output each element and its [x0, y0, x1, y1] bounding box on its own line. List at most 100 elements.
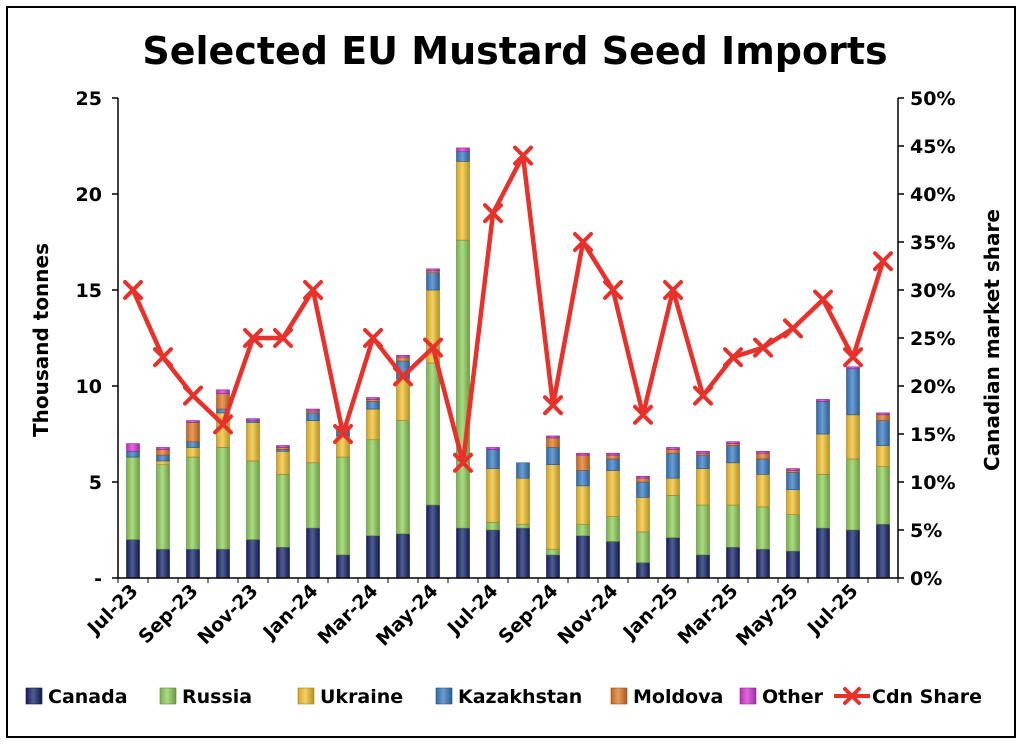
- bar-segment-russia: [186, 456, 200, 550]
- legend-label: Moldova: [633, 686, 723, 708]
- cdn-share-marker: [753, 337, 773, 358]
- bar-segment-russia: [666, 495, 680, 538]
- bar-segment-canada: [696, 554, 710, 579]
- x-tick-label: Jan-25: [618, 580, 683, 645]
- y2-tick-label: 5%: [910, 520, 942, 542]
- bar-segment-kazakhstan: [696, 454, 710, 469]
- bar-segment-canada: [606, 541, 620, 579]
- bar-segment-other: [846, 366, 860, 370]
- bar-segment-canada: [666, 537, 680, 579]
- bar-segment-kazakhstan: [876, 420, 890, 446]
- bar-segment-kazakhstan: [516, 462, 530, 479]
- bar-segment-russia: [726, 504, 740, 548]
- bar-segment-canada: [396, 533, 410, 579]
- y2-tick-label: 10%: [910, 472, 955, 494]
- legend-label: Other: [762, 686, 824, 708]
- y-tick-label: 5: [89, 472, 102, 494]
- y-tick-label: 15: [76, 280, 102, 302]
- bar-segment-kazakhstan: [126, 450, 140, 458]
- cdn-share-line: [123, 145, 893, 473]
- bar-segment-russia: [336, 456, 350, 556]
- bar-segment-other: [576, 452, 590, 456]
- x-tick-label: Mar-24: [314, 580, 383, 649]
- legend-item-russia: Russia: [159, 686, 252, 708]
- bars: [126, 147, 890, 579]
- y2-tick-label: 15%: [910, 424, 955, 446]
- bar-segment-other: [666, 447, 680, 450]
- y2-axis-ticks: 0% 5% 10% 15% 20% 25% 30% 35% 40% 45% 50%: [898, 88, 955, 590]
- bar-segment-ukraine: [456, 161, 470, 241]
- legend-label: Ukraine: [320, 686, 403, 708]
- bar-segment-russia: [846, 458, 860, 531]
- y2-tick-label: 40%: [910, 184, 955, 206]
- y2-tick-label: 45%: [910, 136, 955, 158]
- bar-segment-canada: [816, 527, 830, 579]
- bar-segment-kazakhstan: [576, 470, 590, 487]
- bar-segment-ukraine: [396, 378, 410, 421]
- x-tick-label: May-25: [732, 580, 803, 651]
- bar-segment-canada: [156, 548, 170, 579]
- bar-segment-moldova: [876, 414, 890, 421]
- cdn-share-marker: [183, 385, 203, 406]
- bar-segment-canada: [456, 527, 470, 579]
- bar-segment-russia: [816, 474, 830, 529]
- bar-segment-ukraine: [576, 485, 590, 525]
- y-tick-label: -: [94, 568, 102, 590]
- bar-segment-other: [156, 447, 170, 450]
- bar-segment-other: [786, 468, 800, 471]
- bar-segment-other: [606, 452, 620, 456]
- bar-segment-ukraine: [726, 462, 740, 506]
- bar-segment-kazakhstan: [546, 447, 560, 466]
- x-tick-label: Sep-23: [134, 580, 202, 648]
- bar-segment-russia: [576, 523, 590, 537]
- cdn-share-marker: [393, 366, 413, 387]
- bar-segment-kazakhstan: [786, 472, 800, 490]
- bar-segment-moldova: [546, 437, 560, 448]
- cdn-share-marker: [363, 328, 383, 348]
- x-tick-label: Nov-24: [553, 580, 622, 649]
- bar-segment-canada: [186, 548, 200, 579]
- cdn-share-marker: [603, 280, 623, 300]
- legend-swatch: [159, 687, 177, 705]
- bar-segment-kazakhstan: [756, 458, 770, 475]
- bar-segment-other: [426, 268, 440, 272]
- cdn-share-marker: [663, 280, 683, 300]
- legend-label: Russia: [182, 686, 252, 708]
- bar-segment-canada: [126, 539, 140, 579]
- bar-segment-kazakhstan: [186, 441, 200, 448]
- bar-segment-ukraine: [516, 477, 530, 525]
- bar-segment-kazakhstan: [666, 452, 680, 479]
- legend-item-cdn-share: Cdn Share: [834, 686, 982, 708]
- bar-segment-russia: [486, 522, 500, 531]
- bar-segment-other: [126, 443, 140, 452]
- chart: Selected EU Mustard Seed Imports Thousan…: [25, 29, 1004, 708]
- bar-segment-moldova: [156, 449, 170, 456]
- bar-segment-kazakhstan: [456, 151, 470, 162]
- bar-segment-kazakhstan: [606, 458, 620, 471]
- cdn-share-marker: [483, 203, 503, 224]
- cdn-share-marker: [573, 232, 593, 252]
- bar-segment-moldova: [186, 422, 200, 442]
- bar-segment-kazakhstan: [846, 368, 860, 416]
- cdn-share-marker: [783, 318, 803, 339]
- cdn-share-marker: [873, 251, 893, 272]
- y2-axis-label: Canadian market share: [980, 209, 1004, 471]
- bar-segment-other: [396, 354, 410, 358]
- bar-segment-russia: [756, 506, 770, 550]
- bar-segment-moldova: [636, 477, 650, 483]
- y2-tick-label: 35%: [910, 232, 955, 254]
- bar-segment-canada: [516, 527, 530, 579]
- bar-segment-ukraine: [816, 433, 830, 475]
- bar-segment-russia: [396, 420, 410, 535]
- cdn-share-polyline: [130, 153, 886, 466]
- legend-item-ukraine: Ukraine: [297, 686, 403, 708]
- y2-tick-label: 25%: [910, 328, 955, 350]
- y2-tick-label: 30%: [910, 280, 955, 302]
- bar-segment-ukraine: [156, 460, 170, 466]
- cdn-share-marker: [273, 328, 293, 348]
- bar-segment-russia: [366, 439, 380, 537]
- legend-swatch: [25, 687, 43, 705]
- bar-segment-ukraine: [366, 408, 380, 441]
- legend-swatch: [297, 687, 315, 705]
- bar-segment-kazakhstan: [366, 401, 380, 410]
